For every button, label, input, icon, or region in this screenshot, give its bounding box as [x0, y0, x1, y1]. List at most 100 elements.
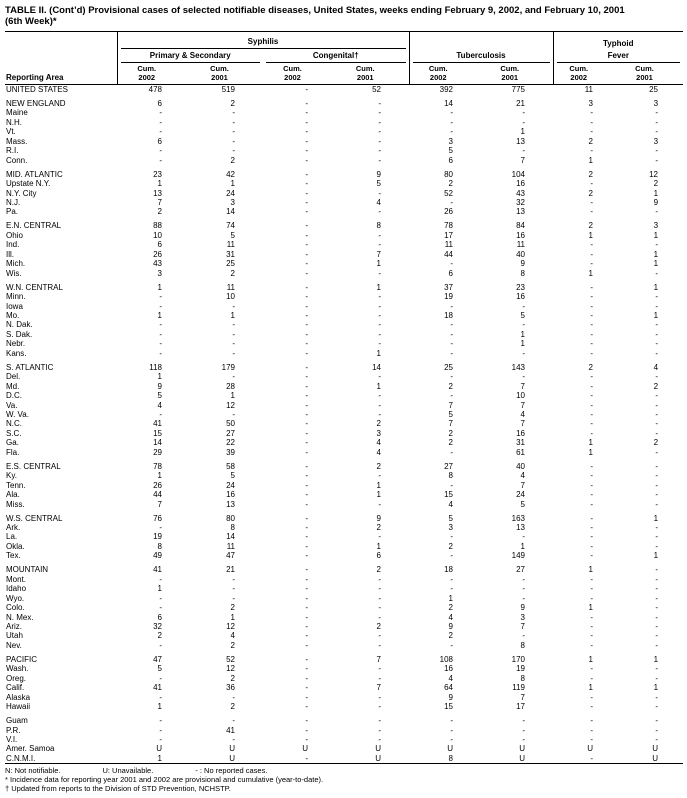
value-cell: 19 — [516, 664, 525, 674]
value-cell: - — [590, 716, 593, 726]
value-cell: - — [232, 593, 235, 603]
header-row-subgroups: Primary & Secondary Congenital† Tubercul… — [5, 48, 684, 63]
value-cell: 1 — [588, 447, 593, 457]
value-cell: - — [305, 169, 308, 179]
reporting-area-cell: Nebr. — [6, 339, 26, 349]
value-cell: 4 — [448, 673, 453, 683]
table-row: Kans. - - - 1 - - - - — [5, 349, 683, 358]
value-cell: - — [378, 391, 381, 401]
value-cell: - — [305, 574, 308, 584]
value-cell: - — [232, 329, 235, 339]
reporting-area-cell: W.S. CENTRAL — [6, 513, 63, 523]
value-cell: - — [655, 490, 659, 500]
col-header-cum-2: Cum. 2001 — [190, 62, 263, 85]
value-cell: - — [450, 108, 453, 118]
value-cell: - — [305, 329, 308, 339]
value-cell: - — [232, 584, 235, 594]
value-cell: - — [590, 410, 593, 419]
page-title-line2: (6th Week)* — [5, 16, 57, 27]
reporting-area-cell: Conn. — [6, 155, 28, 165]
value-cell: 13 — [153, 188, 162, 198]
col-group-typhoid-label: Typhoid — [603, 38, 634, 48]
table-row: Mass. 6- - -3 13 2 3 — [5, 137, 683, 146]
value-cell: 18 — [444, 565, 453, 575]
reporting-area-cell: NEW ENGLAND — [6, 98, 66, 108]
value-cell: - — [159, 574, 162, 584]
col-header-cum-4: Cum. 2001 — [336, 62, 409, 85]
value-cell: 2 — [230, 702, 235, 712]
value-cell: - — [655, 329, 659, 339]
value-cell: - — [305, 532, 308, 542]
value-cell: - — [305, 301, 308, 311]
value-cell: - — [305, 725, 308, 735]
value-cell: - — [305, 541, 308, 551]
value-cell: 39 — [226, 447, 235, 457]
value-cell: 119 — [512, 683, 525, 693]
value-cell: 11 — [444, 240, 453, 250]
value-cell: - — [450, 735, 453, 744]
reporting-area-cell: Wash. — [6, 664, 29, 674]
table-row: N. Mex. 6 1 - - 4 3 - - — [5, 613, 683, 622]
value-cell: 1 — [588, 230, 593, 240]
value-cell: 7 — [520, 692, 525, 702]
value-cell: - — [655, 320, 659, 330]
footnote-legend-dash: - : No reported cases. — [195, 766, 268, 776]
table-row: R.I. - - - - 5 - - - — [5, 146, 683, 155]
table-row: MOUNTAIN 41 21 - 2 18 27 1 - — [5, 561, 683, 575]
value-cell: 21 — [516, 98, 525, 108]
table-row: N.J. 7 3 - 4 - 32 - 9 — [5, 198, 683, 207]
value-cell: 1 — [376, 541, 381, 551]
value-cell: 14 — [372, 362, 381, 372]
value-cell: - — [590, 391, 593, 401]
value-cell: - — [232, 127, 235, 137]
value-cell: 40 — [516, 249, 525, 259]
value-cell: - — [232, 735, 235, 744]
value-cell: - — [305, 640, 308, 650]
value-cell: - — [305, 117, 308, 127]
value-cell: 2 — [376, 565, 381, 575]
value-cell: - — [655, 603, 659, 613]
value-cell: - — [378, 410, 381, 419]
value-cell: 9 — [448, 692, 453, 702]
value-cell: - — [305, 584, 308, 594]
value-cell: - — [655, 391, 659, 401]
value-cell: - — [655, 480, 659, 490]
value-cell: 2 — [376, 522, 381, 532]
value-cell: 10 — [226, 292, 235, 302]
value-cell: - — [305, 565, 308, 575]
reporting-area-cell: Ariz. — [6, 622, 22, 632]
value-cell: 108 — [439, 654, 453, 664]
table-row: Mo. 1 1 - - 18 5 - 1 — [5, 311, 683, 320]
value-cell: - — [378, 188, 381, 198]
value-cell: - — [450, 447, 453, 457]
value-cell: 7 — [157, 197, 162, 207]
value-cell: 36 — [226, 683, 235, 693]
value-cell: 1 — [588, 683, 593, 693]
value-cell: - — [305, 362, 308, 372]
value-cell: 9 — [448, 622, 453, 632]
value-cell: - — [655, 522, 659, 532]
value-cell: 5 — [230, 230, 235, 240]
value-cell: 5 — [376, 179, 381, 189]
value-cell: 13 — [516, 136, 525, 146]
value-cell: 3 — [448, 136, 453, 146]
value-cell: 1 — [157, 584, 162, 594]
value-cell: - — [450, 372, 453, 382]
col-header-cum-6: Cum. 2001 — [481, 62, 553, 85]
reporting-area-cell: Mich. — [6, 259, 26, 269]
table-row: Fla. 29 39 - 4 - 61 1 - — [5, 448, 683, 457]
reporting-area-cell: Calif. — [6, 683, 25, 693]
table-row: Amer. Samoa U U U U U U U U — [5, 744, 683, 753]
value-cell: 1 — [157, 702, 162, 712]
reporting-area-cell: Va. — [6, 400, 18, 410]
col-subgroup-primary-secondary: Primary & Secondary — [117, 49, 263, 63]
value-cell: - — [378, 372, 381, 382]
value-cell: - — [305, 716, 308, 726]
value-cell: U — [587, 744, 593, 754]
value-cell: 27 — [516, 565, 525, 575]
reporting-area-cell: Mont. — [6, 574, 27, 584]
value-cell: 4 — [520, 410, 525, 419]
value-cell: - — [305, 310, 308, 320]
value-cell: - — [590, 471, 593, 481]
reporting-area-cell: N.Y. City — [6, 188, 37, 198]
